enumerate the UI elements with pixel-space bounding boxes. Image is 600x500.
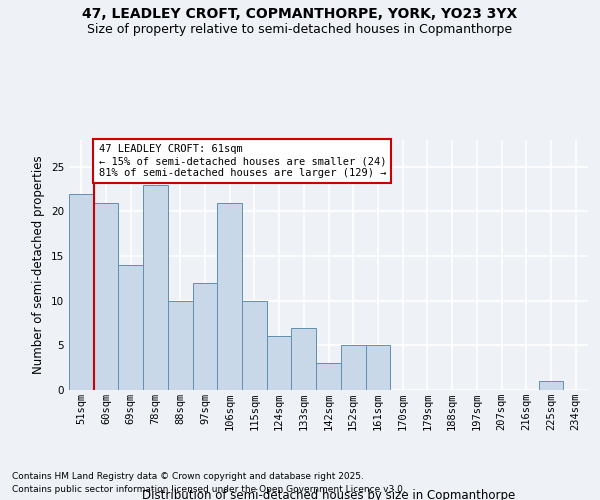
X-axis label: Distribution of semi-detached houses by size in Copmanthorpe: Distribution of semi-detached houses by … <box>142 488 515 500</box>
Bar <box>242 300 267 390</box>
Text: 47 LEADLEY CROFT: 61sqm
← 15% of semi-detached houses are smaller (24)
81% of se: 47 LEADLEY CROFT: 61sqm ← 15% of semi-de… <box>98 144 386 178</box>
Bar <box>316 363 341 390</box>
Bar <box>292 328 316 390</box>
Text: Size of property relative to semi-detached houses in Copmanthorpe: Size of property relative to semi-detach… <box>88 22 512 36</box>
Bar <box>94 202 118 390</box>
Text: Contains HM Land Registry data © Crown copyright and database right 2025.: Contains HM Land Registry data © Crown c… <box>12 472 364 481</box>
Bar <box>341 346 365 390</box>
Bar <box>118 265 143 390</box>
Y-axis label: Number of semi-detached properties: Number of semi-detached properties <box>32 156 46 374</box>
Bar <box>267 336 292 390</box>
Bar <box>69 194 94 390</box>
Bar <box>168 300 193 390</box>
Bar <box>539 381 563 390</box>
Bar <box>143 184 168 390</box>
Bar <box>217 202 242 390</box>
Text: Contains public sector information licensed under the Open Government Licence v3: Contains public sector information licen… <box>12 485 406 494</box>
Bar <box>193 283 217 390</box>
Bar <box>365 346 390 390</box>
Text: 47, LEADLEY CROFT, COPMANTHORPE, YORK, YO23 3YX: 47, LEADLEY CROFT, COPMANTHORPE, YORK, Y… <box>82 8 518 22</box>
